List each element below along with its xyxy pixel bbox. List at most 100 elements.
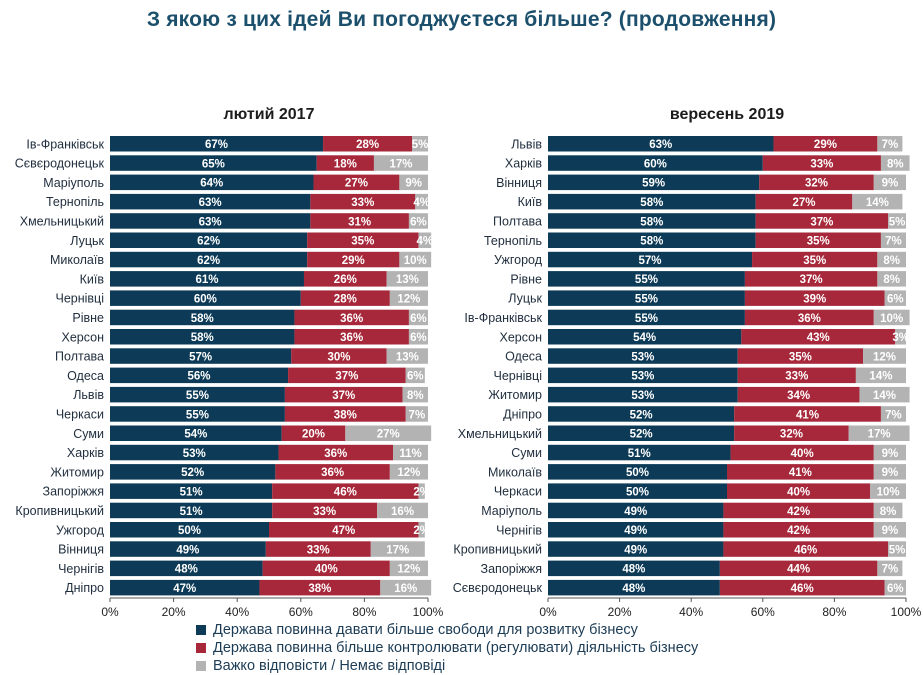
data-label: 6% xyxy=(887,293,904,305)
data-label: 38% xyxy=(308,583,331,595)
bar-segment-freedom xyxy=(548,232,756,248)
category-label: Хмельницький xyxy=(458,427,542,441)
bar-segment-hard-to-say xyxy=(877,560,903,577)
category-label: Харків xyxy=(67,446,104,460)
bar-segment-freedom xyxy=(548,174,760,191)
bar-segment-control xyxy=(755,232,881,248)
bar-segment-hard-to-say xyxy=(848,425,910,441)
data-label: 2% xyxy=(413,525,430,537)
bar-row: Херсон 58% 36% 6% xyxy=(62,329,428,345)
bar-row: Львів 55% 37% 8% xyxy=(73,386,428,403)
data-label: 53% xyxy=(183,448,206,460)
bar-row: Львів 63% 29% 7% xyxy=(511,136,903,152)
x-tick-label: 60% xyxy=(289,605,313,619)
legend-item-control: Держава повинна більше контролювати (рег… xyxy=(196,639,698,657)
data-label: 59% xyxy=(642,178,665,190)
data-label: 40% xyxy=(791,448,814,460)
data-label: 62% xyxy=(197,236,220,248)
data-label: 26% xyxy=(334,274,357,286)
data-label: 53% xyxy=(631,351,654,363)
bar-segment-control xyxy=(316,155,374,171)
category-label: Тернопіль xyxy=(484,234,542,248)
data-label: 37% xyxy=(800,274,823,286)
bar-segment-freedom xyxy=(548,290,745,306)
category-label: Львів xyxy=(511,137,542,151)
bar-row: Кропивницький 49% 46% 5% xyxy=(453,541,906,557)
legend-swatch-hard-to-say xyxy=(196,661,206,671)
bar-segment-hard-to-say xyxy=(418,522,425,538)
bar-segment-hard-to-say xyxy=(884,290,906,306)
bar-row: Хмельницький 52% 32% 17% xyxy=(458,425,910,441)
bar-segment-control xyxy=(313,174,400,191)
bar-row: Одеса 53% 35% 12% xyxy=(505,348,906,364)
bar-segment-hard-to-say xyxy=(884,579,906,596)
bar-segment-hard-to-say xyxy=(418,483,425,499)
bar-segment-hard-to-say xyxy=(873,309,910,326)
bar-segment-control xyxy=(288,367,406,384)
bar-segment-hard-to-say xyxy=(877,251,906,268)
bar-segment-control xyxy=(730,444,874,461)
data-label: 58% xyxy=(640,197,663,209)
data-label: 41% xyxy=(796,409,819,421)
x-tick-label: 100% xyxy=(413,605,444,619)
data-label: 60% xyxy=(194,293,217,305)
category-label: Ів-Франківськ xyxy=(26,137,104,151)
bar-segment-hard-to-say xyxy=(870,483,906,499)
data-label: 67% xyxy=(205,139,228,151)
bar-segment-hard-to-say xyxy=(408,329,428,345)
data-label: 27% xyxy=(792,197,815,209)
data-label: 13% xyxy=(396,274,419,286)
bar-segment-freedom xyxy=(548,136,774,152)
data-label: 55% xyxy=(186,390,209,402)
data-label: 54% xyxy=(633,332,656,344)
bar-segment-hard-to-say xyxy=(386,271,428,287)
bar-segment-control xyxy=(310,193,416,210)
bar-row: Луцьк 55% 39% 6% xyxy=(508,290,906,306)
data-label: 17% xyxy=(868,429,891,441)
category-label: Полтава xyxy=(493,214,542,228)
data-label: 34% xyxy=(787,390,810,402)
bar-segment-freedom xyxy=(110,251,308,268)
data-label: 8% xyxy=(407,390,424,402)
bar-segment-hard-to-say xyxy=(877,136,903,152)
bar-segment-control xyxy=(310,213,409,229)
bar-row: Полтава 58% 37% 5% xyxy=(493,213,906,229)
category-label: Вінниця xyxy=(496,176,542,190)
data-label: 65% xyxy=(202,158,225,170)
data-label: 53% xyxy=(631,371,654,383)
bar-segment-control xyxy=(755,193,853,210)
bar-segment-freedom xyxy=(110,309,295,326)
bar-segment-hard-to-say xyxy=(405,367,425,384)
bar-segment-control xyxy=(303,271,387,287)
data-label: 9% xyxy=(405,178,422,190)
data-label: 58% xyxy=(640,216,663,228)
data-label: 12% xyxy=(397,467,420,479)
bar-segment-freedom xyxy=(110,136,324,152)
data-label: 8% xyxy=(883,274,900,286)
bar-segment-hard-to-say xyxy=(415,193,428,210)
data-label: 55% xyxy=(186,409,209,421)
x-tick-label: 60% xyxy=(751,605,775,619)
bar-row: Тернопіль 63% 33% 4% xyxy=(46,193,430,210)
data-label: 37% xyxy=(332,390,355,402)
bar-row: Одеса 56% 37% 6% xyxy=(67,367,425,384)
bar-segment-control xyxy=(307,251,400,268)
bar-segment-hard-to-say xyxy=(888,213,906,229)
bar-segment-freedom xyxy=(110,425,282,441)
data-label: 51% xyxy=(180,486,203,498)
data-label: 63% xyxy=(649,139,672,151)
bar-row: Харків 60% 33% 8% xyxy=(505,155,910,171)
data-label: 9% xyxy=(882,467,899,479)
bar-segment-hard-to-say xyxy=(373,155,428,171)
bar-row: Вінниця 59% 32% 9% xyxy=(496,174,906,191)
bar-segment-control xyxy=(734,425,849,441)
bar-row: Харків 53% 36% 11% xyxy=(67,444,428,461)
bar-segment-control xyxy=(278,444,394,461)
bar-segment-hard-to-say xyxy=(412,136,428,152)
data-label: 29% xyxy=(814,139,837,151)
chart-title: вересень 2019 xyxy=(670,106,784,123)
data-label: 12% xyxy=(397,564,420,576)
data-label: 9% xyxy=(882,178,899,190)
category-label: Черкаси xyxy=(56,407,104,421)
data-label: 10% xyxy=(880,313,903,325)
